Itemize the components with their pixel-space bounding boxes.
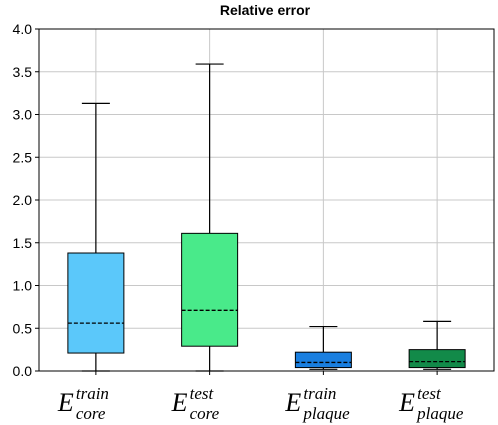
box-3: [294, 325, 352, 370]
iqr-box: [294, 351, 352, 369]
box-1: [67, 102, 125, 372]
y-tick-label: 3.0: [13, 107, 33, 123]
category-label-subscript: plaque: [416, 404, 464, 423]
category-label-superscript: test: [417, 384, 442, 403]
chart-title: Relative error: [220, 2, 311, 18]
y-tick-label: 2.0: [13, 192, 33, 208]
y-tick-label: 0.5: [13, 320, 33, 336]
category-label-subscript: core: [190, 404, 220, 423]
y-tick-label: 1.0: [13, 278, 33, 294]
y-tick-label: 3.5: [13, 64, 33, 80]
category-label-superscript: test: [190, 384, 215, 403]
iqr-box: [67, 252, 125, 354]
y-tick-label: 2.5: [13, 149, 33, 165]
category-label-main: E: [171, 388, 188, 417]
box-4: [408, 320, 466, 370]
y-tick-label: 0.0: [13, 363, 33, 379]
iqr-box: [408, 349, 466, 369]
y-tick-label: 4.0: [13, 21, 33, 37]
category-label-superscript: train: [303, 384, 336, 403]
iqr-box: [181, 232, 239, 347]
category-label-superscript: train: [76, 384, 109, 403]
category-label-subscript: core: [76, 404, 106, 423]
category-label-subscript: plaque: [302, 404, 350, 423]
category-label-main: E: [57, 388, 74, 417]
y-axis: 0.0 0.5 1.0 1.5 2.0 2.5 3.0 3.5 4.0: [13, 21, 438, 379]
boxes-group: [67, 63, 466, 372]
y-tick-label: 1.5: [13, 235, 33, 251]
category-label-main: E: [398, 388, 415, 417]
box-2: [181, 63, 239, 372]
category-label-main: E: [284, 388, 301, 417]
